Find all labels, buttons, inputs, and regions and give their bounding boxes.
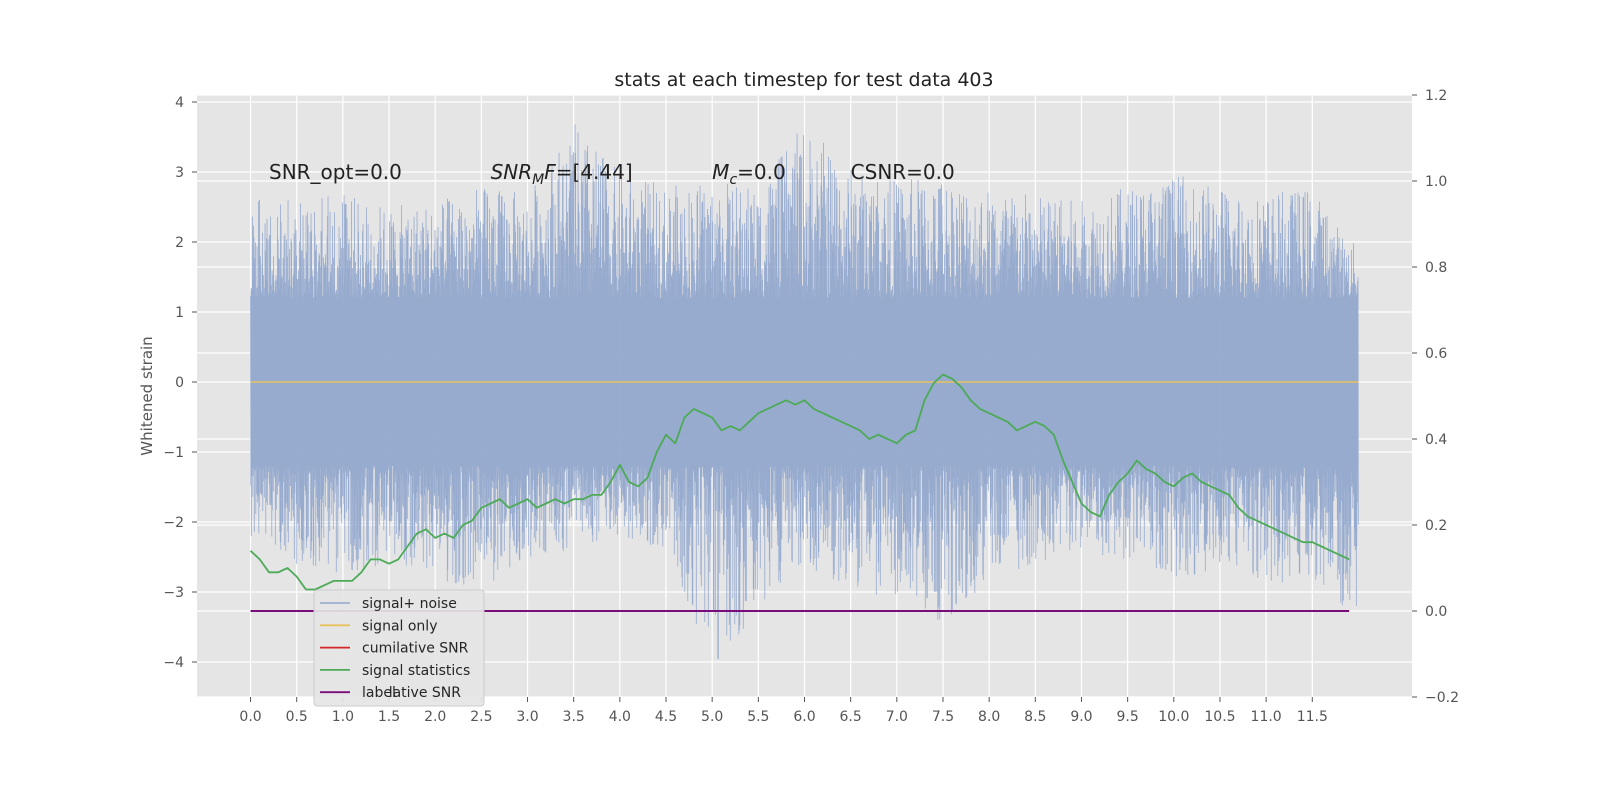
series-signal-plus-noise <box>250 124 1359 660</box>
annotation: SNRMF=[4.44] <box>491 160 633 188</box>
y-tick-label: −1 <box>163 445 184 461</box>
x-tick-label: 11.5 <box>1297 709 1328 725</box>
x-tick-label: 1.5 <box>378 709 400 725</box>
x-tick-label: 11.0 <box>1251 709 1282 725</box>
x-tick-label: 2.5 <box>470 709 492 725</box>
x-tick-label: 3.5 <box>563 709 585 725</box>
legend-ghost-text: lative SNR <box>362 685 461 701</box>
x-tick-label: 1.0 <box>332 709 354 725</box>
y2-tick-label: 0.0 <box>1425 604 1447 620</box>
axes: 0.0 0.5 1.0 1.5 2.0 2.5 3.0 3.5 4.0 4.5 5.0 5.5 6.0 6… <box>163 88 1459 725</box>
y-tick-label: −4 <box>163 655 184 671</box>
x-tick-label: 8.5 <box>1024 709 1046 725</box>
x-tick-label: 6.0 <box>793 709 815 725</box>
x-tick-label: 5.0 <box>701 709 723 725</box>
y2-tick-label: 1.2 <box>1425 88 1447 104</box>
y-tick-label: 3 <box>175 165 184 181</box>
y-tick-label: −2 <box>163 515 184 531</box>
annotation-part: F <box>544 160 556 184</box>
y-tick-label: 1 <box>175 305 184 321</box>
y-tick-label: 0 <box>175 375 184 391</box>
y-axis-label: Whitened strain <box>138 336 156 455</box>
x-tick-label: 2.0 <box>424 709 446 725</box>
annotation: Mc=0.0 <box>712 160 786 188</box>
y2-tick-label: 0.8 <box>1425 260 1447 276</box>
legend-label: signal statistics <box>362 663 470 679</box>
x-tick-label: 7.5 <box>932 709 954 725</box>
legend-label: signal only <box>362 618 437 634</box>
x-tick-label: 5.5 <box>747 709 769 725</box>
x-tick-label: 7.0 <box>886 709 908 725</box>
annotation-part: =0.0 <box>737 160 786 184</box>
legend-label: cumilative SNR <box>362 641 469 657</box>
series-signal-statistics <box>249 373 1350 591</box>
annotation-part: SNR <box>491 160 533 184</box>
annotation-part: =[4.44] <box>556 160 633 184</box>
y2-tick-label: 1.0 <box>1425 174 1447 190</box>
x-tick-label: 10.0 <box>1158 709 1189 725</box>
x-tick-label: 6.5 <box>840 709 862 725</box>
annotation-part: c <box>729 172 737 188</box>
y-tick-label: −3 <box>163 585 184 601</box>
x-tick-label: 9.0 <box>1070 709 1092 725</box>
legend-box <box>313 589 485 707</box>
x-tick-label: 0.0 <box>239 709 261 725</box>
x-tick-label: 4.0 <box>609 709 631 725</box>
y-tick-label: 2 <box>175 235 184 251</box>
y-tick-label: 4 <box>175 95 184 111</box>
annotation-part: M <box>712 160 729 184</box>
x-tick-label: 10.5 <box>1204 709 1235 725</box>
legend-label: label <box>362 685 396 701</box>
x-tick-label: 4.5 <box>655 709 677 725</box>
y2-tick-label: 0.6 <box>1425 346 1447 362</box>
x-tick-label: 8.0 <box>978 709 1000 725</box>
x-tick-label: 3.0 <box>516 709 538 725</box>
marks <box>249 124 1359 660</box>
chart-title: stats at each timestep for test data 403 <box>614 69 993 91</box>
x-tick-label: 9.5 <box>1117 709 1139 725</box>
annotations: SNR_opt=0.0 SNRMF=[4.44] Mc=0.0 CSNR=0.0 <box>269 160 955 188</box>
annotation: CSNR=0.0 <box>851 160 955 184</box>
y2-tick-label: −0.2 <box>1425 690 1459 706</box>
legend-label: signal+ noise <box>362 596 457 612</box>
y2-tick-label: 0.4 <box>1425 432 1447 448</box>
annotation: SNR_opt=0.0 <box>269 160 402 184</box>
x-tick-label: 0.5 <box>286 709 308 725</box>
annotation-part: M <box>532 172 544 188</box>
legend: lative SNR signal+ noise signal only cumila… <box>313 589 485 707</box>
y2-tick-label: 0.2 <box>1425 518 1447 534</box>
